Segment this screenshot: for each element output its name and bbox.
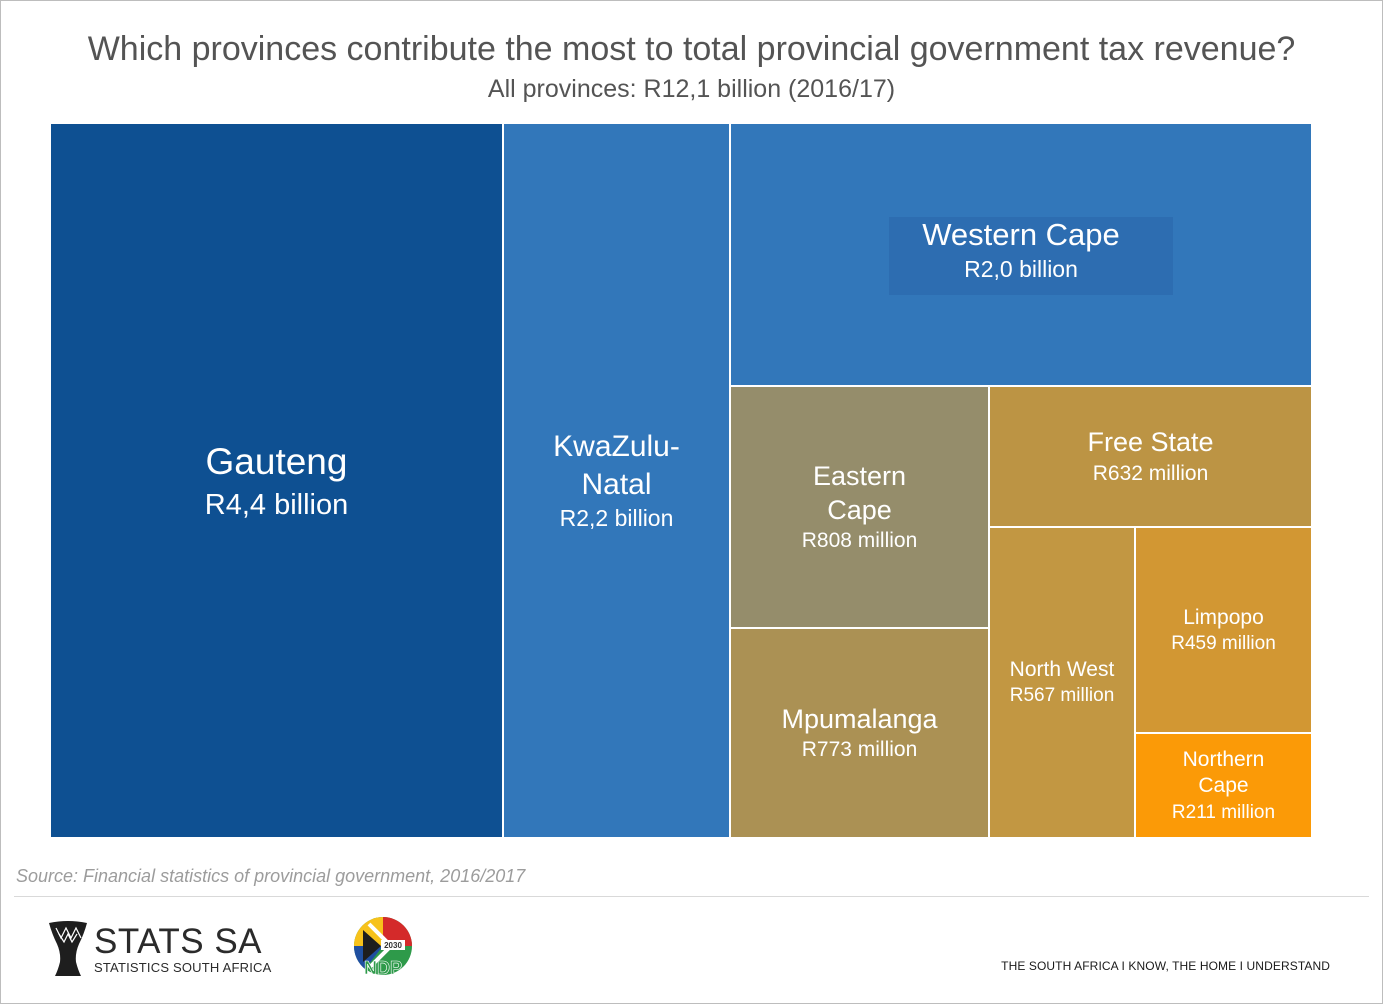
tile-name: Free State — [1087, 427, 1214, 458]
treemap-tile: Western Cape R2,0 billion — [731, 124, 1313, 387]
ndp-year: 2030 — [384, 941, 402, 950]
footer-divider — [14, 896, 1369, 897]
footer-tagline: THE SOUTH AFRICA I KNOW, THE HOME I UNDE… — [1001, 959, 1330, 973]
basket-icon — [49, 921, 87, 976]
tile-name: KwaZulu- Natal — [553, 430, 680, 501]
tile-value-label: R4,4 billion — [204, 488, 349, 521]
treemap-tile: Northern Cape R211 million — [1136, 734, 1313, 839]
treemap: Gauteng R4,4 billion KwaZulu- Natal R2,2 bi… — [51, 124, 1313, 839]
tile-value-label: R567 million — [1009, 685, 1115, 707]
tile-value-label: R211 million — [1171, 801, 1276, 823]
treemap-tile: Eastern Cape R808 million — [731, 387, 990, 629]
treemap-tile: Mpumalanga R773 million — [731, 629, 990, 839]
source-note: Source: Financial statistics of provinci… — [16, 866, 526, 886]
stats-sa-logo: STATS SA STATISTICS SOUTH AFRICA — [48, 920, 278, 980]
tile-value-label: R459 million — [1171, 632, 1276, 654]
ndp-flag-icon: 2030 NDP — [353, 917, 412, 978]
tile-name: Gauteng — [205, 441, 348, 483]
tile-name: Mpumalanga — [781, 703, 938, 734]
ndp-logo: 2030 NDP — [351, 916, 415, 980]
treemap-tile: Gauteng R4,4 billion — [51, 124, 504, 839]
treemap-tile: North West R567 million — [990, 528, 1136, 839]
tile-label-box — [889, 217, 1173, 295]
tile-name: Limpopo — [1183, 605, 1264, 629]
tile-name: North West — [1009, 658, 1115, 682]
tile-name: Western Cape — [922, 216, 1120, 252]
treemap-tile: KwaZulu- Natal R2,2 billion — [504, 124, 731, 839]
treemap-tile: Free State R632 million — [990, 387, 1313, 528]
stats-sa-logo-subtext: STATISTICS SOUTH AFRICA — [94, 960, 272, 975]
tile-name: Eastern Cape — [812, 460, 907, 525]
tile-name: Northern Cape — [1182, 748, 1265, 798]
chart-subtitle: All provinces: R12,1 billion (2016/17) — [487, 75, 896, 103]
tile-value-label: R2,2 billion — [559, 505, 674, 532]
stats-sa-logo-text: STATS SA — [94, 922, 263, 961]
tile-value-label: R808 million — [801, 529, 918, 553]
tile-value-label: R773 million — [801, 738, 918, 762]
tile-value-label: R2,0 billion — [964, 256, 1078, 283]
treemap-tile: Limpopo R459 million — [1136, 528, 1313, 734]
ndp-text: NDP — [364, 958, 402, 978]
chart-title: Which provinces contribute the most to t… — [87, 30, 1296, 68]
tile-value-label: R632 million — [1092, 461, 1209, 485]
